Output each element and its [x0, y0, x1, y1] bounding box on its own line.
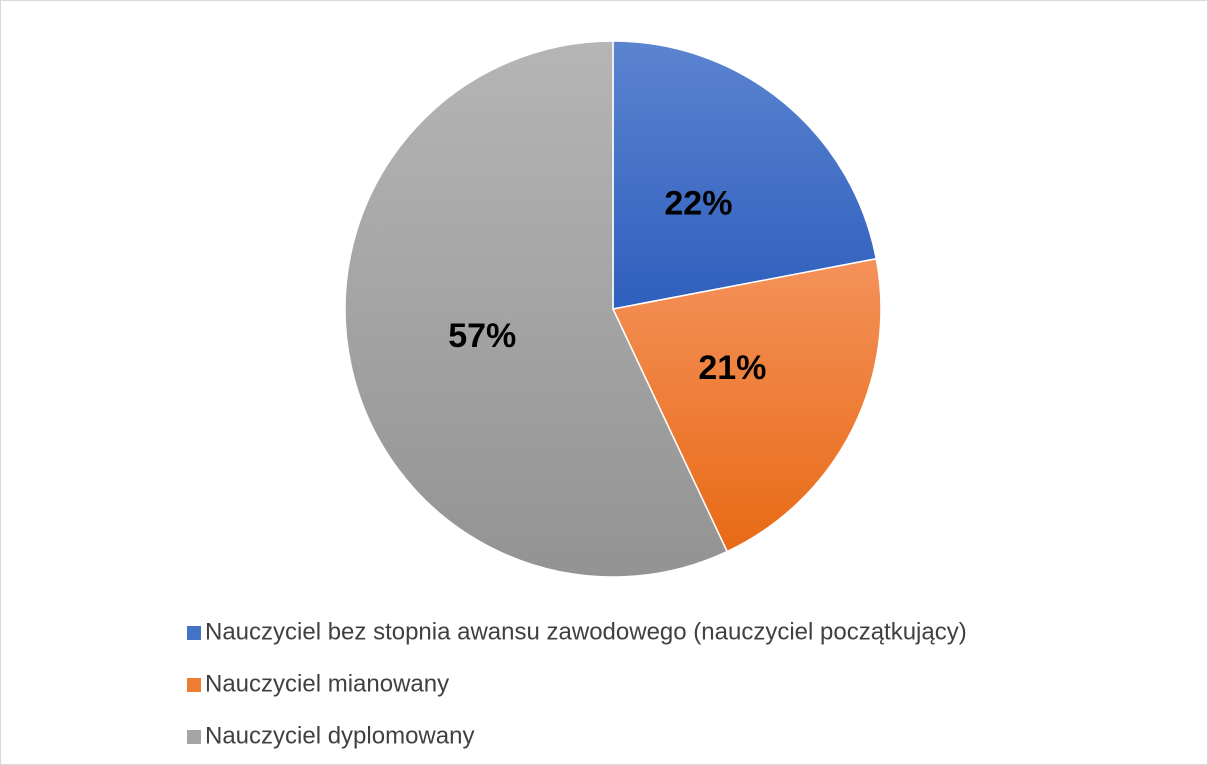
value-label: 57% — [448, 317, 516, 355]
legend-swatch — [187, 730, 201, 744]
legend-swatch — [187, 626, 201, 640]
pie-slice — [612, 40, 878, 310]
pie-slice — [344, 40, 729, 578]
value-label: 22% — [664, 185, 732, 223]
legend-label: Nauczyciel bez stopnia awansu zawodowego… — [205, 618, 967, 645]
value-label: 21% — [698, 349, 766, 387]
pie-slice — [611, 257, 882, 553]
legend-label: Nauczyciel dyplomowany — [205, 722, 474, 749]
legend-swatch — [187, 678, 201, 692]
legend-label: Nauczyciel mianowany — [205, 670, 449, 697]
